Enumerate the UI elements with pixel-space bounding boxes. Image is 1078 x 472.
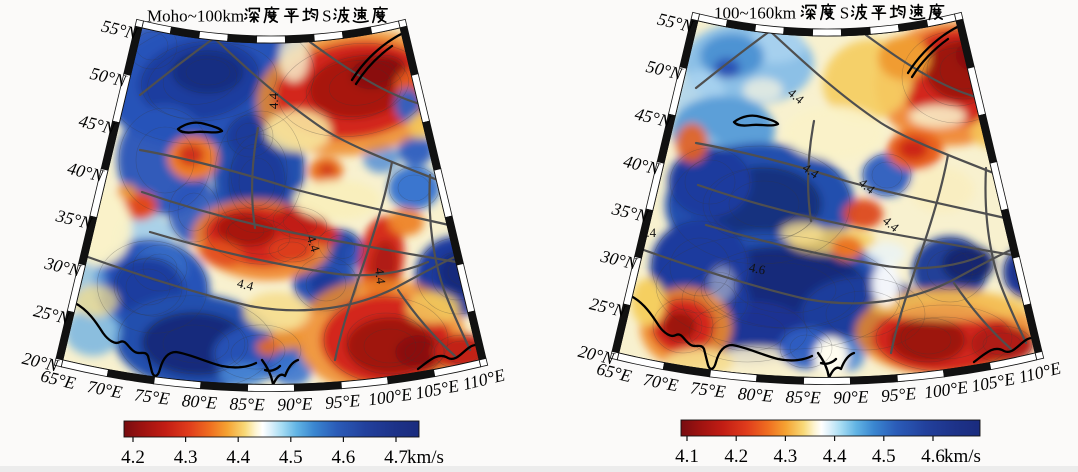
svg-text:4.4: 4.4 xyxy=(226,447,250,468)
svg-text:4.6: 4.6 xyxy=(921,446,945,467)
svg-text:4.6: 4.6 xyxy=(332,447,356,468)
svg-text:45°N: 45°N xyxy=(633,103,674,131)
svg-text:55°N: 55°N xyxy=(100,16,141,44)
svg-text:100°E: 100°E xyxy=(923,377,969,403)
svg-text:75°E: 75°E xyxy=(689,377,727,401)
svg-text:S: S xyxy=(840,4,849,23)
svg-text:55°N: 55°N xyxy=(656,9,697,37)
svg-text:4.2: 4.2 xyxy=(724,446,748,467)
svg-text:30°N: 30°N xyxy=(598,246,640,274)
svg-text:95°E: 95°E xyxy=(324,390,361,413)
svg-text:70°E: 70°E xyxy=(642,369,681,395)
svg-text:4.1: 4.1 xyxy=(675,446,699,467)
svg-text:Moho~100km: Moho~100km xyxy=(147,7,244,26)
svg-text:km/s: km/s xyxy=(407,447,444,468)
svg-text:50°N: 50°N xyxy=(644,56,685,84)
svg-text:85°E: 85°E xyxy=(229,394,265,415)
svg-text:100~160km: 100~160km xyxy=(714,4,796,23)
svg-text:105°E: 105°E xyxy=(414,375,461,403)
svg-text:50°N: 50°N xyxy=(88,63,129,91)
svg-text:100°E: 100°E xyxy=(367,384,413,410)
svg-text:35°N: 35°N xyxy=(53,205,95,233)
svg-text:4.5: 4.5 xyxy=(279,447,303,468)
svg-text:35°N: 35°N xyxy=(609,198,651,226)
svg-text:90°E: 90°E xyxy=(277,394,313,415)
svg-text:30°N: 30°N xyxy=(42,253,84,281)
svg-text:75°E: 75°E xyxy=(133,384,171,408)
svg-text:km/s: km/s xyxy=(944,446,981,467)
svg-text:45°N: 45°N xyxy=(77,110,118,138)
svg-text:80°E: 80°E xyxy=(181,390,218,413)
svg-text:4.4: 4.4 xyxy=(640,225,657,240)
svg-text:4.4: 4.4 xyxy=(372,267,389,285)
svg-text:70°E: 70°E xyxy=(86,376,125,402)
svg-text:4.7: 4.7 xyxy=(384,447,408,468)
svg-text:40°N: 40°N xyxy=(622,151,663,179)
svg-text:S: S xyxy=(322,7,331,26)
svg-text:85°E: 85°E xyxy=(785,387,821,408)
svg-text:4.5: 4.5 xyxy=(872,446,896,467)
svg-text:4.4: 4.4 xyxy=(266,92,281,109)
svg-text:4.4: 4.4 xyxy=(236,275,256,294)
svg-text:25°N: 25°N xyxy=(588,293,629,321)
svg-text:4.4: 4.4 xyxy=(823,446,847,467)
svg-text:4.2: 4.2 xyxy=(121,447,145,468)
svg-text:105°E: 105°E xyxy=(970,368,1017,396)
svg-text:95°E: 95°E xyxy=(880,383,917,406)
svg-text:4.4: 4.4 xyxy=(304,233,323,254)
svg-text:25°N: 25°N xyxy=(32,300,73,328)
svg-text:4.3: 4.3 xyxy=(174,447,198,468)
svg-text:90°E: 90°E xyxy=(833,387,869,408)
svg-text:4.6: 4.6 xyxy=(748,259,768,277)
svg-text:80°E: 80°E xyxy=(737,383,774,406)
svg-text:40°N: 40°N xyxy=(66,158,107,186)
svg-text:4.3: 4.3 xyxy=(774,446,798,467)
